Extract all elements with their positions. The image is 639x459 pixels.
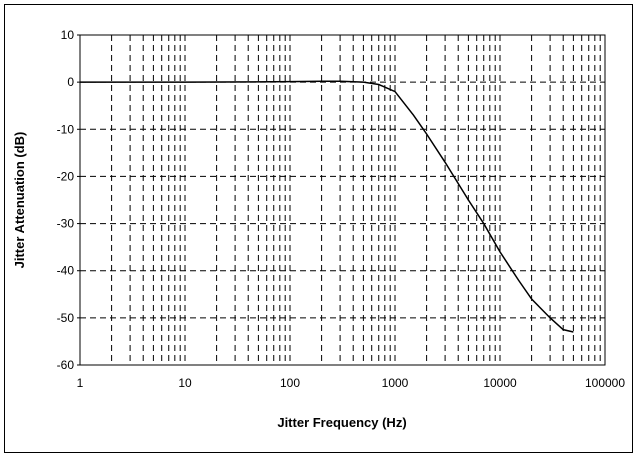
x-tick-label: 10000 xyxy=(483,376,517,390)
y-tick-label: 0 xyxy=(67,75,74,89)
y-tick-label: 10 xyxy=(61,28,75,42)
y-tick-labels: 10 0 -10 -20 -30 -40 -50 -60 xyxy=(57,28,80,372)
plot-border xyxy=(79,34,606,366)
x-axis-title: Jitter Frequency (Hz) xyxy=(277,415,406,430)
y-tick-label: -10 xyxy=(57,122,75,136)
x-tick-label: 100 xyxy=(280,376,300,390)
y-tick-label: -20 xyxy=(57,169,75,183)
y-tick-label: -60 xyxy=(57,358,75,372)
x-tick-labels: 1 10 100 1000 10000 100000 xyxy=(77,376,626,390)
y-tick-label: -40 xyxy=(57,264,75,278)
x-tick-label: 1 xyxy=(77,376,84,390)
grid-lines xyxy=(80,35,605,365)
y-tick-label: -30 xyxy=(57,217,75,231)
x-tick-label: 1000 xyxy=(382,376,409,390)
x-tick-label: 100000 xyxy=(585,376,625,390)
plot-area xyxy=(80,35,605,365)
y-tick-label: -50 xyxy=(57,311,75,325)
attenuation-curve xyxy=(80,80,574,333)
x-tick-label: 10 xyxy=(178,376,192,390)
y-axis-title: Jitter Attenuation (dB) xyxy=(12,132,27,269)
